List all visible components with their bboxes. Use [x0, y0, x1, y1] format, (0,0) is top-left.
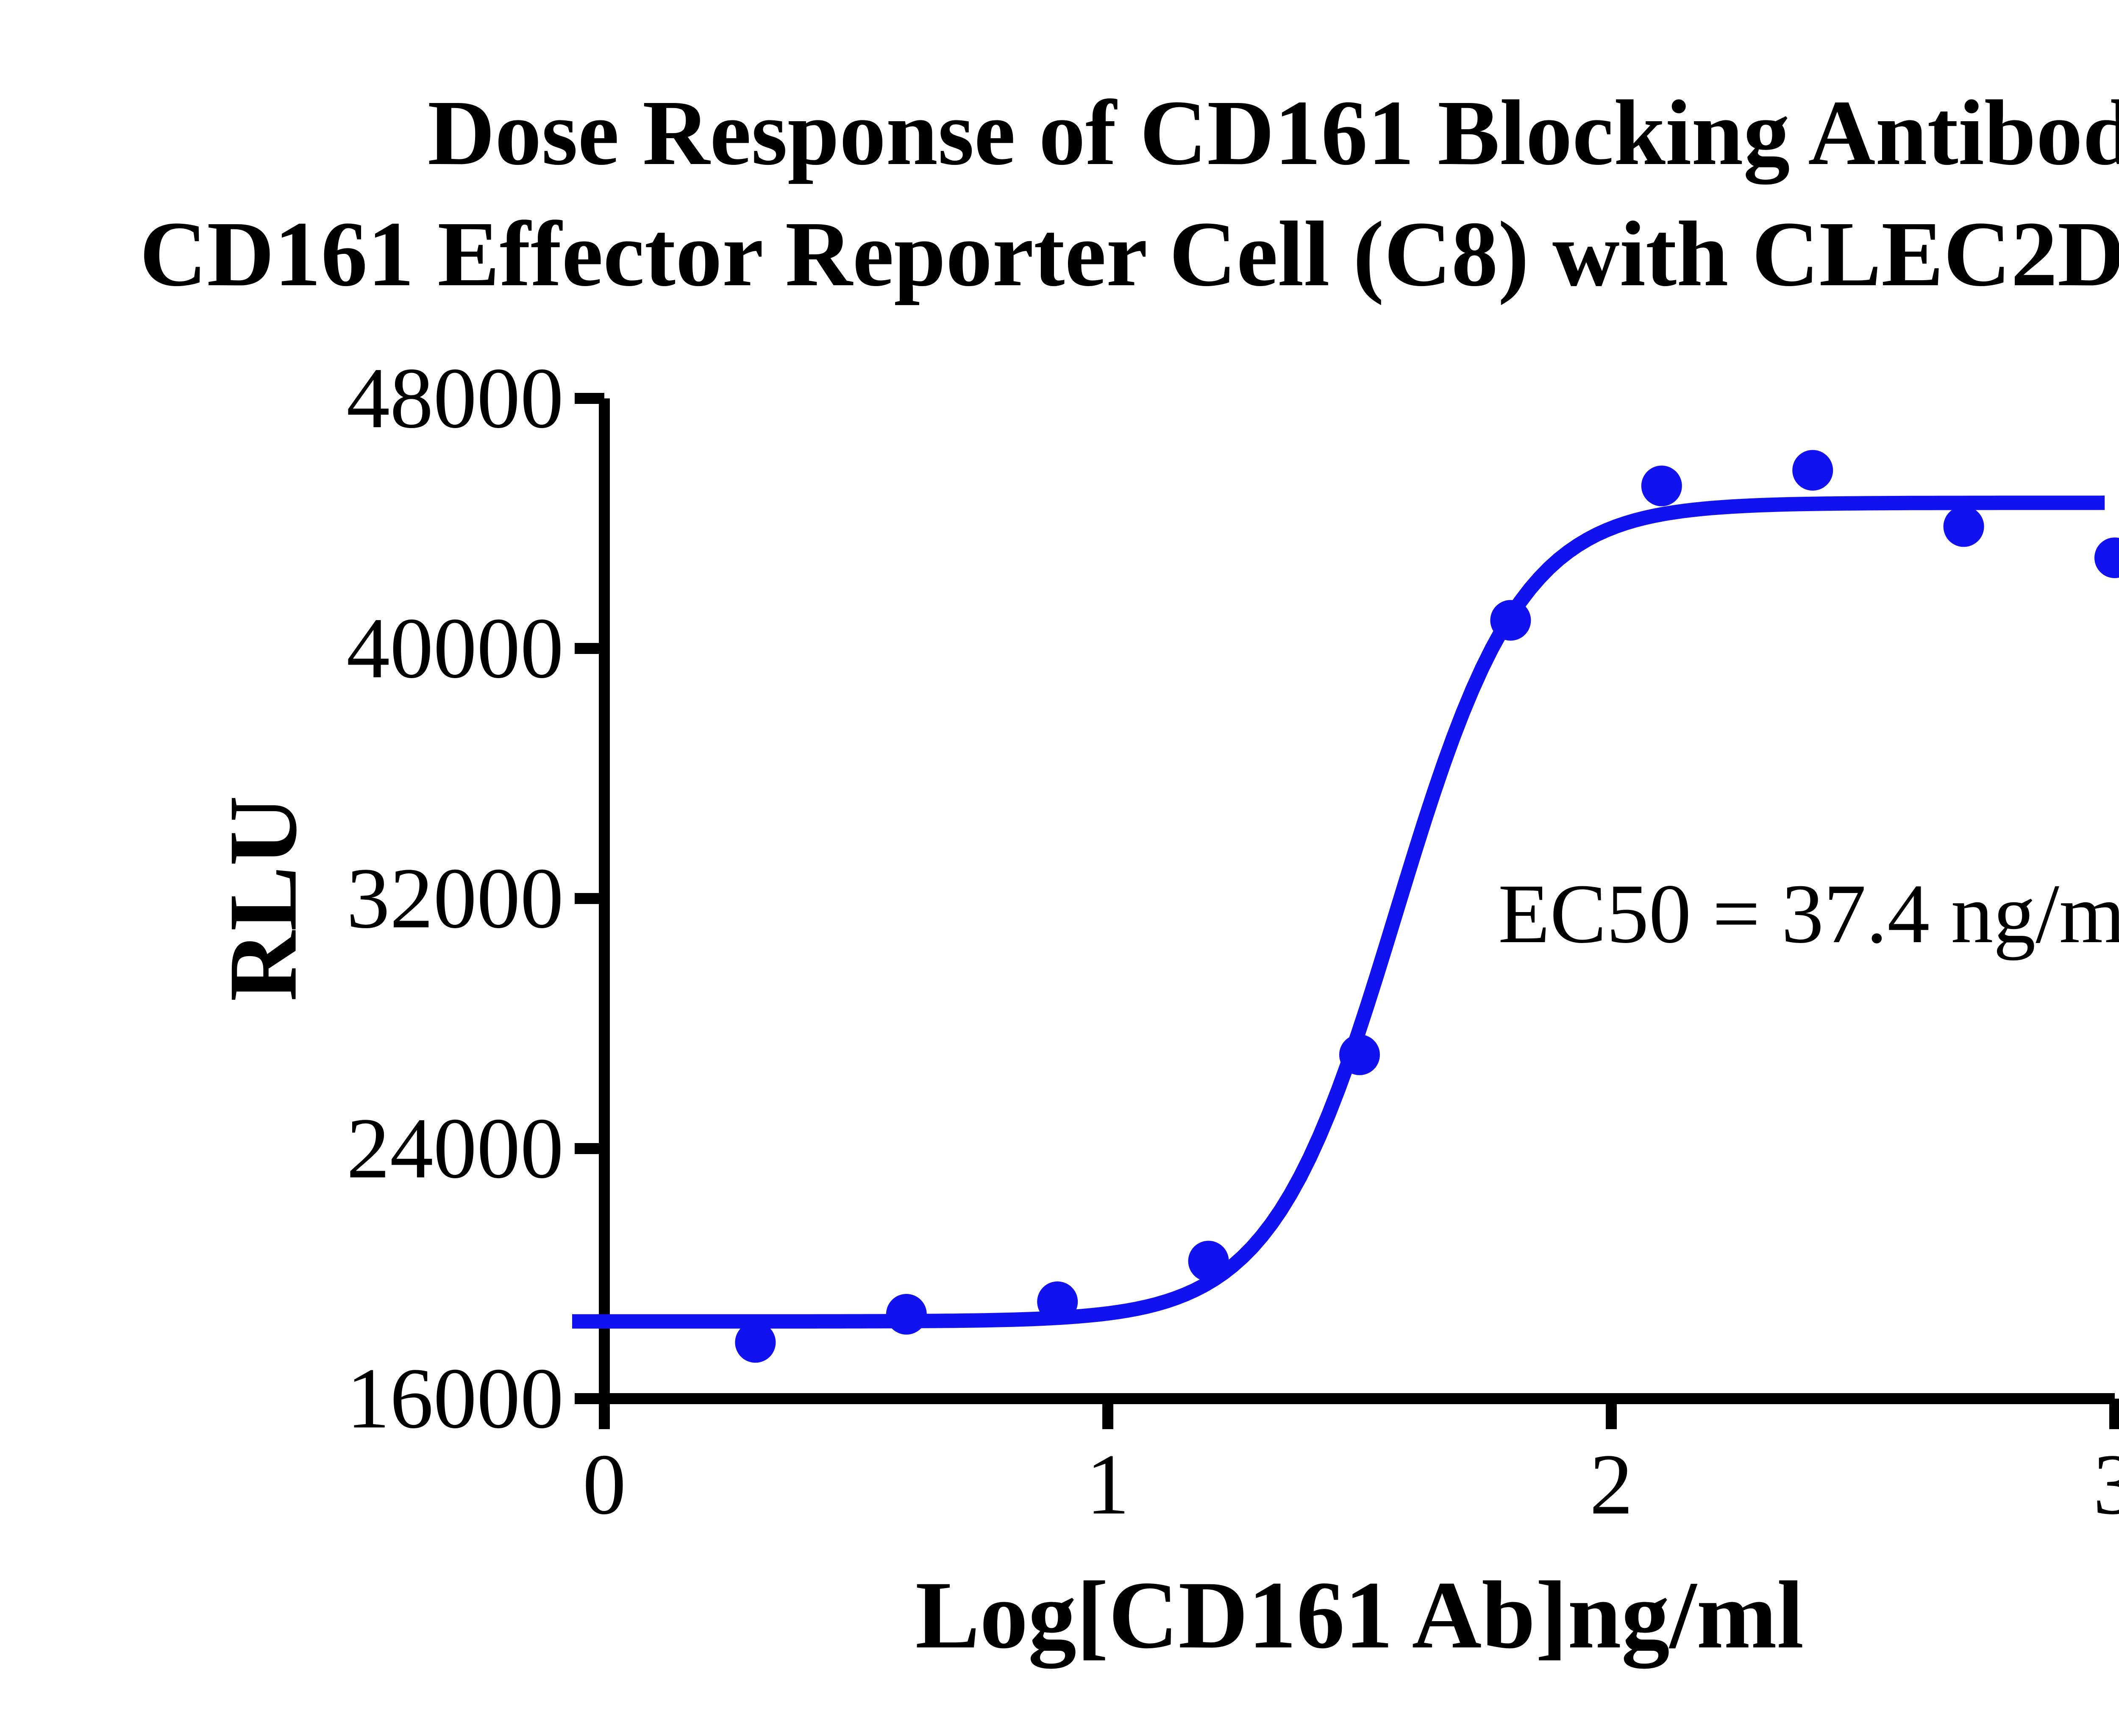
data-point	[2094, 537, 2119, 579]
y-tick-label: 16000	[346, 1350, 564, 1447]
data-point	[1792, 450, 1833, 491]
data-point	[735, 1322, 776, 1363]
data-point	[1943, 506, 1984, 547]
ec50-annotation: EC50 = 37.4 ng/ml	[1498, 867, 2119, 961]
data-point	[1339, 1034, 1380, 1075]
chart-title-line1: Dose Response of CD161 Blocking Antibody…	[427, 81, 2119, 184]
x-axis-title: Log[CD161 Ab]ng/ml	[915, 1562, 1804, 1669]
data-point	[1490, 600, 1531, 641]
y-tick-label: 40000	[346, 600, 564, 696]
data-points-group	[735, 450, 2119, 1363]
y-tick-label: 24000	[346, 1100, 564, 1196]
y-tick-label: 32000	[346, 850, 564, 946]
chart-title: Dose Response of CD161 Blocking Antibody…	[0, 72, 2119, 314]
x-tick-label: 1	[1086, 1436, 1130, 1533]
data-point	[1037, 1281, 1078, 1322]
axes	[575, 393, 2119, 1429]
x-tick-label: 0	[582, 1436, 626, 1533]
y-tick-label: 48000	[346, 350, 564, 446]
dose-response-curve	[572, 495, 2105, 1329]
chart-title-line2: CD161 Effector Reporter Cell (C8) with C…	[139, 202, 2119, 306]
x-tick-label: 3	[2093, 1436, 2119, 1533]
fit-curve-group	[572, 495, 2105, 1329]
data-point	[1641, 465, 1682, 506]
x-tick-label: 2	[1589, 1436, 1633, 1533]
data-point	[1188, 1241, 1229, 1282]
data-point	[886, 1294, 927, 1335]
